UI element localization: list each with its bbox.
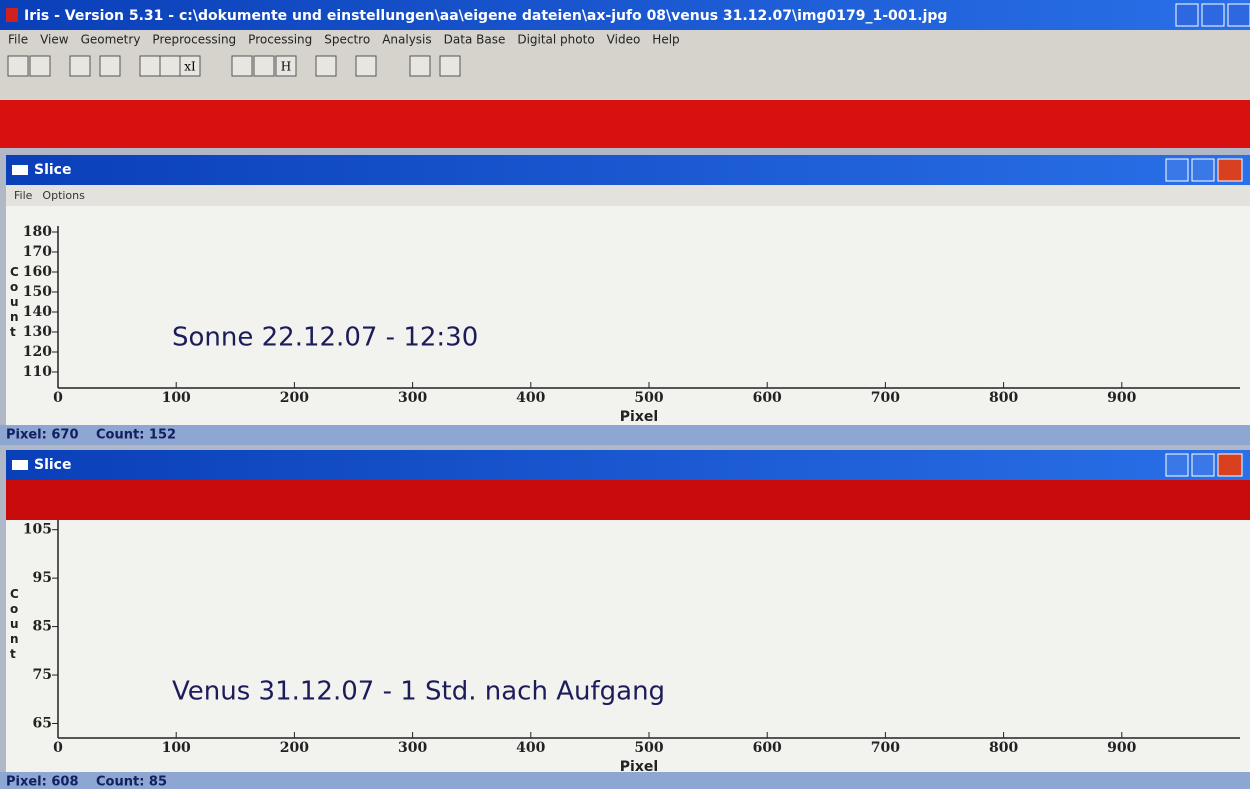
tool-button[interactable]: [410, 56, 430, 76]
menu-item[interactable]: Options: [42, 189, 85, 202]
menu-item[interactable]: File: [14, 189, 33, 202]
x-tick-label: 500: [634, 740, 663, 756]
x-tick-label: 700: [871, 740, 900, 756]
y-tick-label: 110: [23, 364, 52, 380]
x-tick-label: 600: [753, 740, 782, 756]
page: {"window":{"title":"Iris - Version 5.31 …: [0, 0, 1250, 789]
window-button[interactable]: [1166, 454, 1188, 476]
red-band: [0, 100, 1250, 148]
slice-title: Slice: [34, 162, 71, 178]
app-icon: [6, 8, 18, 22]
red-band: [6, 480, 1250, 520]
window-button[interactable]: [1192, 159, 1214, 181]
x-tick-label: 400: [516, 740, 545, 756]
tool-label: xI: [184, 60, 196, 74]
status-bar: [0, 425, 1250, 445]
slice-icon: [12, 165, 28, 175]
x-axis-label: Pixel: [620, 409, 658, 425]
minimize[interactable]: [1176, 4, 1198, 26]
window-button[interactable]: [1192, 454, 1214, 476]
slice-menu-bar: [6, 185, 1250, 206]
y-tick-label: 170: [23, 244, 52, 260]
slice-title-bar: [6, 450, 1250, 480]
x-tick-label: 200: [280, 740, 309, 756]
status-bar: [0, 772, 1250, 789]
menu-item[interactable]: Preprocessing: [152, 33, 236, 47]
y-tick-label: 85: [33, 619, 52, 635]
tool-button[interactable]: [232, 56, 252, 76]
x-tick-label: 300: [398, 740, 427, 756]
menu-item[interactable]: View: [40, 33, 69, 47]
x-tick-label: 300: [398, 390, 427, 406]
tool-button[interactable]: [140, 56, 160, 76]
y-tick-label: 105: [23, 522, 52, 538]
tool-button[interactable]: [30, 56, 50, 76]
menu-item[interactable]: Data Base: [444, 33, 506, 47]
tool-button[interactable]: [440, 56, 460, 76]
y-tick-label: 160: [23, 264, 52, 280]
slice-icon: [12, 460, 28, 470]
annotation: Sonne 22.12.07 - 12:30: [172, 323, 478, 353]
y-tick-label: 130: [23, 324, 52, 340]
x-tick-label: 0: [53, 390, 63, 406]
tool-button[interactable]: [70, 56, 90, 76]
tool-button[interactable]: [160, 56, 180, 76]
y-tick-label: 150: [23, 284, 52, 300]
menu-item[interactable]: Help: [652, 33, 679, 47]
x-tick-label: 200: [280, 390, 309, 406]
x-tick-label: 800: [989, 740, 1018, 756]
y-tick-label: 140: [23, 304, 52, 320]
close-button[interactable]: [1218, 159, 1242, 181]
close-button[interactable]: [1218, 454, 1242, 476]
menu-item[interactable]: File: [8, 33, 28, 47]
menu-item[interactable]: Processing: [248, 33, 312, 47]
menu-item[interactable]: Geometry: [81, 33, 141, 47]
status-count: Count: 85: [96, 775, 167, 789]
tool-label: H: [281, 60, 291, 74]
status-pixel: Pixel: 670: [6, 428, 79, 443]
screen: Iris - Version 5.31 - c:\dokumente und e…: [0, 0, 1250, 789]
plot-area: [6, 520, 1250, 772]
x-tick-label: 100: [162, 740, 191, 756]
y-tick-label: 75: [33, 667, 52, 683]
menu-item[interactable]: Digital photo: [517, 33, 594, 47]
window-title: Iris - Version 5.31 - c:\dokumente und e…: [24, 8, 947, 24]
x-tick-label: 600: [753, 390, 782, 406]
tool-button[interactable]: [8, 56, 28, 76]
x-tick-label: 400: [516, 390, 545, 406]
x-tick-label: 100: [162, 390, 191, 406]
x-tick-label: 0: [53, 740, 63, 756]
slice-title: Slice: [34, 457, 71, 473]
slice-title-bar: [6, 155, 1250, 185]
y-tick-label: 120: [23, 344, 52, 360]
x-tick-label: 500: [634, 390, 663, 406]
status-count: Count: 152: [96, 428, 176, 443]
y-tick-label: 65: [33, 715, 52, 731]
x-tick-label: 900: [1107, 390, 1136, 406]
menu-item[interactable]: Analysis: [382, 33, 431, 47]
plot-area: [6, 206, 1250, 425]
window-button[interactable]: [1166, 159, 1188, 181]
tool-button[interactable]: [356, 56, 376, 76]
x-tick-label: 900: [1107, 740, 1136, 756]
y-tick-label: 180: [23, 224, 52, 240]
x-tick-label: 700: [871, 390, 900, 406]
menu-item[interactable]: Spectro: [324, 33, 370, 47]
status-pixel: Pixel: 608: [6, 775, 79, 789]
y-tick-label: 95: [33, 570, 52, 586]
tool-button[interactable]: [316, 56, 336, 76]
tool-button[interactable]: [254, 56, 274, 76]
annotation: Venus 31.12.07 - 1 Std. nach Aufgang: [172, 677, 665, 707]
tool-button[interactable]: [100, 56, 120, 76]
menu-item[interactable]: Video: [607, 33, 641, 47]
close[interactable]: [1228, 4, 1250, 26]
x-tick-label: 800: [989, 390, 1018, 406]
maximize[interactable]: [1202, 4, 1224, 26]
